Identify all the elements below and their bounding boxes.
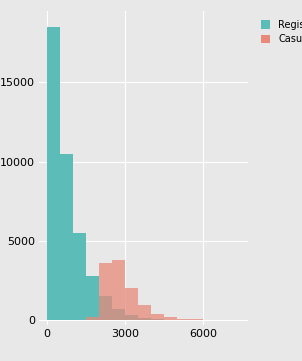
Bar: [190, 319, 203, 320]
Bar: [86, 317, 99, 320]
Bar: [164, 317, 177, 320]
Bar: [99, 263, 112, 320]
Bar: [99, 296, 112, 320]
Bar: [112, 309, 125, 320]
Bar: [151, 314, 164, 320]
Bar: [47, 27, 60, 320]
Bar: [73, 233, 86, 320]
Bar: [125, 316, 138, 320]
Legend: Registered, Casual: Registered, Casual: [257, 16, 302, 48]
Bar: [112, 260, 125, 320]
Bar: [86, 276, 99, 320]
Bar: [138, 305, 151, 320]
Bar: [125, 288, 138, 320]
Bar: [60, 153, 73, 320]
Bar: [177, 318, 190, 320]
Bar: [138, 318, 151, 320]
Bar: [164, 319, 177, 320]
Bar: [151, 319, 164, 320]
